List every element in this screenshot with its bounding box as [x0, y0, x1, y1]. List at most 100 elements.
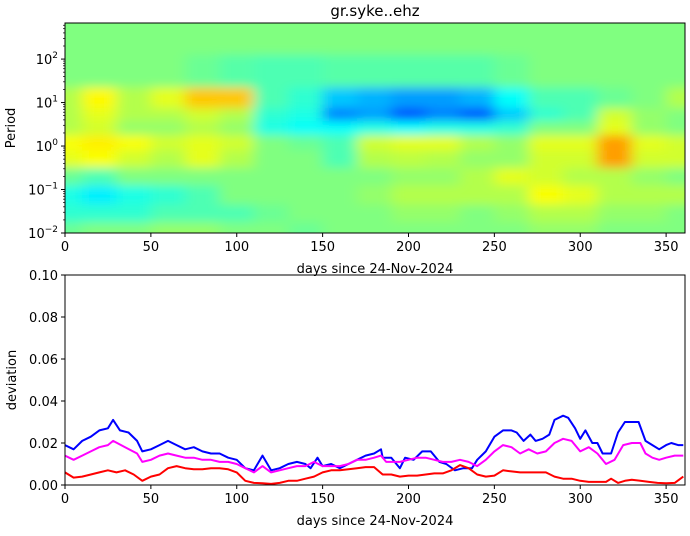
heatmap-cell [253, 222, 289, 233]
heatmap-cell [597, 167, 633, 186]
heatmap-cell [185, 185, 221, 206]
y-tick-label: 0.02 [29, 437, 58, 452]
heatmap-cell [253, 150, 289, 169]
heatmap-cell [82, 135, 118, 151]
bottom-axes-ticks: 0 50 100 150 200 250 300 350 0.00 0.02 0.04 0.06 0.0… [29, 269, 678, 507]
heatmap-cell [65, 54, 83, 88]
bottom-axes-frame [64, 274, 686, 486]
heatmap-cell [116, 204, 152, 223]
heatmap-cell [288, 222, 324, 233]
heatmap-cell [82, 167, 118, 186]
heatmap-cell [116, 185, 152, 206]
x-tick-label: 50 [143, 492, 160, 507]
heatmap-cell [391, 107, 427, 122]
heatmap-cell [391, 167, 427, 186]
heatmap-cell [494, 204, 530, 223]
heatmap-cell [356, 167, 392, 186]
heatmap-cell [666, 222, 685, 233]
heatmap-cell [65, 185, 83, 206]
heatmap-cell [322, 204, 358, 223]
heatmap-cell [288, 204, 324, 223]
y-tick-label: 0.06 [29, 353, 58, 368]
heatmap-cell [391, 135, 427, 151]
heatmap-cell [185, 222, 221, 233]
heatmap-cell [65, 23, 83, 56]
heatmap-cell [116, 150, 152, 169]
heatmap-cell [253, 107, 289, 122]
heatmap-cell [288, 150, 324, 169]
heatmap-cell [666, 167, 685, 186]
heatmap-cell [563, 204, 598, 223]
heatmap-cell [391, 54, 427, 88]
heatmap-cell [185, 121, 221, 136]
heatmap-cell [460, 54, 495, 88]
heatmap-cell [322, 135, 358, 151]
heatmap-cell [666, 107, 685, 122]
x-tick-label: 150 [310, 492, 335, 507]
heatmap-cell [253, 135, 289, 151]
x-tick-label: 100 [224, 492, 249, 507]
heatmap-cell [563, 222, 598, 233]
top-axes-ticks: 0 50 100 150 200 250 300 350 10−2 10−1 100 101 102 [28, 24, 679, 255]
x-tick-label: 300 [568, 492, 593, 507]
heatmap-cell [666, 87, 685, 109]
heatmap-cell [528, 204, 564, 223]
heatmap-cell [597, 185, 633, 206]
deviation-lines [65, 414, 684, 485]
heatmap-cell [460, 121, 495, 136]
heatmap-cell [219, 167, 255, 186]
heatmap-cell [253, 185, 289, 206]
heatmap-cell [322, 107, 358, 122]
heatmap-cell [288, 135, 324, 151]
heatmap-cell [116, 54, 152, 88]
heatmap-cell [116, 87, 152, 109]
heatmap-cell [219, 23, 255, 56]
heatmap-cell [82, 222, 118, 233]
heatmap-cell [288, 167, 324, 186]
heatmap-cell [150, 222, 186, 233]
heatmap-cell [666, 135, 685, 151]
x-tick-label: 150 [310, 240, 335, 255]
heatmap-cell [288, 54, 324, 88]
heatmap-cell [563, 87, 598, 109]
heatmap-cell [82, 204, 118, 223]
heatmap-cell [494, 222, 530, 233]
heatmap-cell [288, 87, 324, 109]
heatmap-cell [185, 107, 221, 122]
top-y-axis-label: Period [4, 108, 19, 149]
heatmap-cell [597, 135, 633, 151]
heatmap-cell [425, 222, 461, 233]
heatmap-cell [460, 222, 495, 233]
heatmap-cell [219, 87, 255, 109]
heatmap-cell [322, 222, 358, 233]
heatmap-cell [425, 87, 461, 109]
x-tick-label: 100 [224, 240, 249, 255]
bottom-x-axis-label: days since 24-Nov-2024 [297, 514, 454, 529]
heatmap-cell [528, 135, 564, 151]
heatmap-cell [631, 185, 667, 206]
heatmap-cell [494, 54, 530, 88]
heatmap-cell [563, 167, 598, 186]
heatmap-cell [425, 54, 461, 88]
heatmap-cell [185, 167, 221, 186]
y-tick-label: 10−1 [28, 182, 58, 199]
heatmap-cell [391, 23, 427, 56]
series-line-1 [65, 437, 684, 474]
heatmap-cell [631, 135, 667, 151]
x-tick-label: 300 [568, 240, 593, 255]
heatmap-cell [288, 121, 324, 136]
heatmap-cell [528, 54, 564, 88]
heatmap-cell [563, 23, 598, 56]
heatmap-cell [116, 167, 152, 186]
heatmap-cell [494, 107, 530, 122]
heatmap-cell [322, 150, 358, 169]
heatmap-cell [631, 54, 667, 88]
heatmap-cell [460, 167, 495, 186]
heatmap-cell [563, 135, 598, 151]
heatmap [65, 23, 685, 233]
heatmap-cell [666, 185, 685, 206]
heatmap-cell [116, 222, 152, 233]
heatmap-cell [460, 87, 495, 109]
heatmap-cell [460, 150, 495, 169]
top-x-axis-label: days since 24-Nov-2024 [297, 262, 454, 277]
